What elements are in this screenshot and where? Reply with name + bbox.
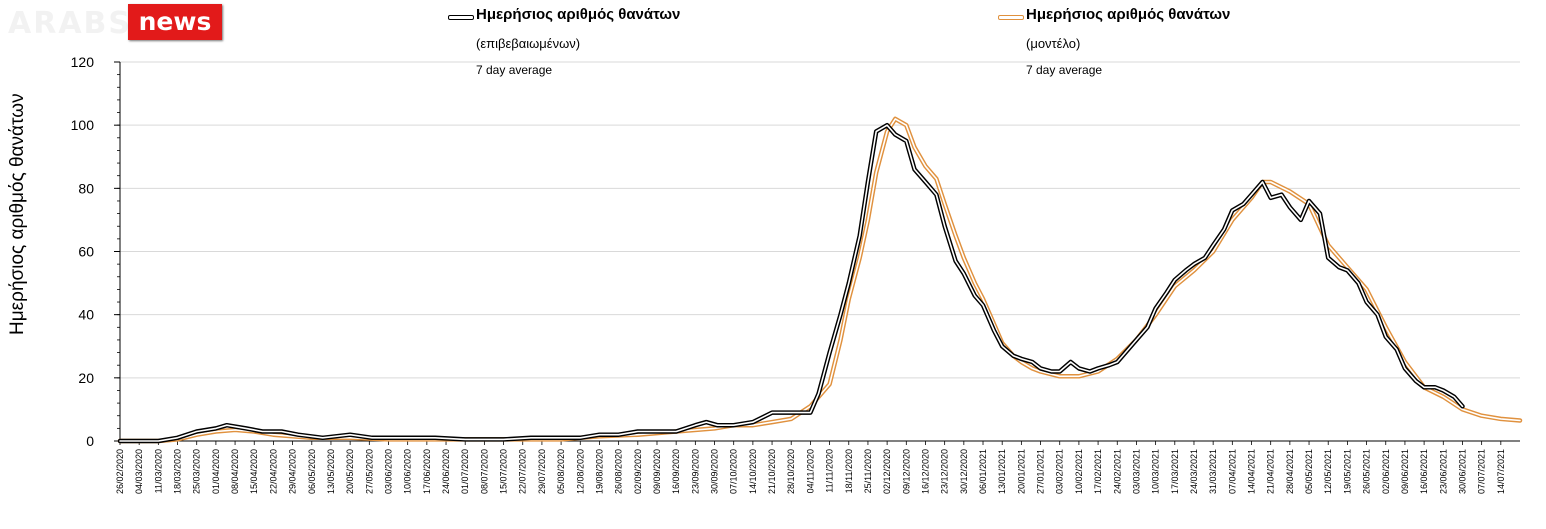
x-tick-label: 11/03/2020: [153, 449, 163, 493]
x-tick-label: 17/06/2020: [422, 449, 432, 494]
y-tick-label: 20: [78, 370, 94, 386]
x-tick-label: 04/11/2020: [805, 449, 815, 493]
y-tick-label: 40: [78, 307, 94, 323]
y-tick-label: 120: [71, 54, 95, 70]
y-tick-label: 80: [78, 180, 94, 196]
x-tick-label: 13/01/2021: [997, 449, 1007, 494]
x-tick-label: 25/11/2020: [863, 449, 873, 493]
x-tick-label: 26/08/2020: [614, 449, 624, 494]
x-tick-label: 30/06/2021: [1457, 449, 1467, 494]
legend-label-confirmed: Ημερήσιος αριθμός θανάτων: [476, 6, 681, 23]
x-tick-label: 28/04/2021: [1285, 449, 1295, 494]
series-line-outer: [117, 122, 1465, 444]
x-tick-label: 20/05/2020: [345, 449, 355, 494]
x-tick-label: 16/06/2021: [1419, 449, 1429, 494]
x-tick-label: 10/03/2021: [1151, 449, 1161, 494]
x-tick-label: 09/12/2020: [901, 449, 911, 494]
x-tick-label: 23/06/2021: [1438, 449, 1448, 494]
x-tick-label: 09/06/2021: [1400, 449, 1410, 494]
x-tick-label: 31/03/2021: [1208, 449, 1218, 494]
x-tick-label: 07/04/2021: [1227, 449, 1237, 494]
x-tick-label: 29/07/2020: [537, 449, 547, 494]
x-tick-label: 09/09/2020: [652, 449, 662, 494]
legend-swatch-confirmed: [448, 15, 474, 20]
x-tick-label: 22/04/2020: [268, 449, 278, 494]
x-tick-label: 17/03/2021: [1170, 449, 1180, 494]
x-tick-label: 10/06/2020: [403, 449, 413, 494]
x-tick-label: 01/07/2020: [460, 449, 470, 494]
x-tick-label: 30/12/2020: [959, 449, 969, 494]
x-tick-label: 16/12/2020: [920, 449, 930, 494]
y-tick-label: 60: [78, 244, 94, 260]
x-tick-label: 30/09/2020: [710, 449, 720, 494]
x-tick-label: 02/09/2020: [633, 449, 643, 494]
x-tick-label: 03/03/2021: [1131, 449, 1141, 494]
series-layer: [117, 116, 1523, 444]
legend-swatch-model: [998, 15, 1024, 20]
x-tick-label: 17/02/2021: [1093, 449, 1103, 494]
x-tick-label: 29/04/2020: [288, 449, 298, 494]
x-tick-label: 20/01/2021: [1016, 449, 1026, 494]
x-tick-label: 23/12/2020: [940, 449, 950, 494]
x-tick-label: 08/04/2020: [230, 449, 240, 494]
x-tick-label: 27/05/2020: [364, 449, 374, 494]
x-tick-label: 11/11/2020: [825, 449, 835, 493]
x-tick-label: 15/07/2020: [499, 449, 509, 494]
x-tick-label: 19/08/2020: [594, 449, 604, 494]
legend-note-model: 7 day average: [1026, 63, 1103, 77]
x-tick-label: 06/01/2021: [978, 449, 988, 494]
brand-news-logo: news: [128, 4, 222, 40]
y-axis: 0 20 40 60 80 100 120: [71, 54, 121, 449]
x-tick-label: 24/06/2020: [441, 449, 451, 494]
gridlines: [120, 61, 1520, 379]
series-confirmed: [117, 122, 1465, 444]
x-tick-label: 04/03/2020: [134, 449, 144, 494]
x-tick-label: 14/10/2020: [748, 449, 758, 494]
y-tick-label: 100: [71, 117, 95, 133]
series-line-inner: [119, 124, 1464, 442]
x-tick-label: 25/03/2020: [192, 449, 202, 494]
x-tick-label: 02/06/2021: [1381, 449, 1391, 494]
y-axis-title: Ημερήσιος αριθμός θανάτων: [7, 93, 28, 335]
x-tick-label: 18/03/2020: [173, 449, 183, 494]
x-tick-label: 14/07/2021: [1496, 449, 1506, 494]
x-tick-label: 03/02/2021: [1055, 449, 1065, 494]
x-tick-label: 16/09/2020: [671, 449, 681, 494]
y-tick-label: 0: [86, 433, 94, 449]
x-tick-label: 05/08/2020: [556, 449, 566, 494]
x-tick-label: 24/02/2021: [1112, 449, 1122, 494]
legend-sublabel-confirmed: (επιβεβαιωμένων): [476, 36, 581, 51]
x-tick-label: 28/10/2020: [786, 449, 796, 494]
legend-note-confirmed: 7 day average: [476, 63, 553, 77]
x-tick-label: 05/05/2021: [1304, 449, 1314, 494]
x-tick-label: 19/05/2021: [1342, 449, 1352, 494]
x-tick-label: 24/03/2021: [1189, 449, 1199, 494]
x-axis: 26/02/2020 04/03/2020 11/03/2020 18/03/2020…: [115, 440, 1520, 494]
x-tick-label: 08/07/2020: [479, 449, 489, 494]
brand-ghost-text: ARABS: [8, 6, 133, 41]
x-tick-label: 15/04/2020: [249, 449, 259, 494]
x-tick-label: 21/04/2021: [1266, 449, 1276, 494]
x-tick-label: 02/12/2020: [882, 449, 892, 494]
legend-sublabel-model: (μοντέλο): [1026, 36, 1081, 51]
x-tick-label: 22/07/2020: [518, 449, 528, 494]
x-tick-label: 26/02/2020: [115, 449, 125, 494]
x-tick-label: 13/05/2020: [326, 449, 336, 494]
x-tick-label: 27/01/2021: [1036, 449, 1046, 494]
x-tick-label: 03/06/2020: [383, 449, 393, 494]
x-tick-label: 07/10/2020: [729, 449, 739, 494]
x-tick-label: 26/05/2021: [1362, 449, 1372, 494]
x-tick-label: 14/04/2021: [1247, 449, 1257, 494]
x-tick-label: 06/05/2020: [307, 449, 317, 494]
x-tick-label: 21/10/2020: [767, 449, 777, 494]
x-tick-label: 23/09/2020: [690, 449, 700, 494]
x-tick-label: 18/11/2020: [844, 449, 854, 493]
x-tick-label: 01/04/2020: [211, 449, 221, 494]
x-tick-label: 12/05/2021: [1323, 449, 1333, 494]
legend-label-model: Ημερήσιος αριθμός θανάτων: [1026, 6, 1231, 23]
x-tick-label: 12/08/2020: [575, 449, 585, 494]
x-tick-label: 10/02/2021: [1074, 449, 1084, 494]
x-tick-label: 07/07/2021: [1477, 449, 1487, 494]
